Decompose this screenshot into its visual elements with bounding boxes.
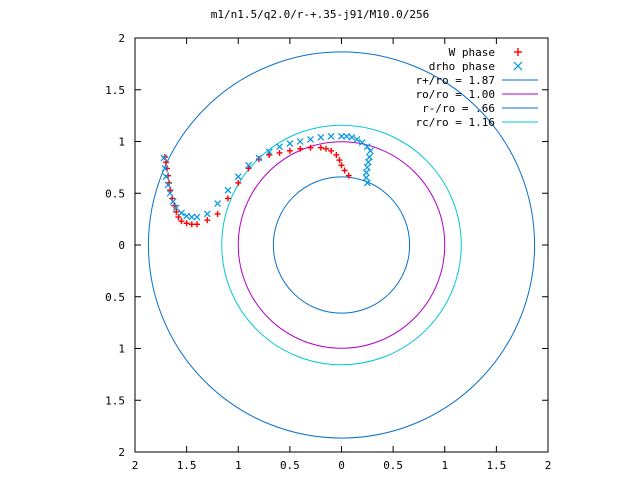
- w-phase-point: [173, 208, 180, 215]
- w-phase-point: [297, 145, 304, 152]
- w-phase-point: [178, 218, 185, 225]
- drho-phase-point: [203, 210, 211, 218]
- circle-ro-ro-1-00: [237, 141, 446, 349]
- w-phase-point: [336, 157, 343, 164]
- chart-title: m1/n1.5/q2.0/r-+.35-j91/M10.0/256: [210, 8, 430, 21]
- circle-r-ro-1-87: [147, 51, 536, 439]
- drho-phase-point: [161, 164, 169, 172]
- w-phase-point: [286, 147, 293, 154]
- w-phase-point: [204, 217, 211, 224]
- y-tick-label: 2: [118, 32, 125, 45]
- drho-phase-point: [255, 154, 263, 162]
- w-phase-point: [255, 156, 262, 163]
- drho-phase-point: [172, 204, 180, 212]
- drho-phase-point: [188, 213, 196, 221]
- drho-phase-point: [366, 147, 374, 155]
- w-phase-point: [167, 187, 174, 194]
- w-phase-point: [333, 151, 340, 158]
- drho-phase-point: [234, 173, 242, 181]
- drho-phase-point: [276, 143, 283, 151]
- drho-phase-point: [245, 161, 252, 169]
- w-phase-point: [338, 162, 345, 169]
- y-tick-label: 1: [118, 136, 125, 149]
- drho-phase-point: [343, 132, 351, 140]
- drho-phase-point: [363, 143, 371, 151]
- w-phase-point: [193, 221, 200, 228]
- drho-phase-point: [265, 148, 273, 156]
- x-tick-label: 1.5: [486, 459, 506, 472]
- drho-phase-point: [362, 169, 370, 176]
- w-phase-point: [214, 210, 221, 217]
- legend-label: W phase: [449, 46, 495, 59]
- y-tick-label: 2: [118, 446, 125, 459]
- drho-phase-point: [362, 174, 370, 182]
- x-tick-label: 1: [235, 459, 242, 472]
- drho-phase-point: [363, 179, 371, 187]
- w-phase-point: [165, 172, 172, 179]
- y-tick-label: 0: [118, 239, 125, 252]
- legend-label: rc/ro = 1.16: [416, 116, 495, 129]
- legend-label: ro/ro = 1.00: [416, 88, 495, 101]
- y-tick-label: 1.5: [105, 84, 125, 97]
- w-phase-point: [307, 144, 314, 151]
- w-phase-point: [166, 179, 173, 186]
- drho-phase-point: [296, 138, 304, 145]
- drho-phase-point: [307, 136, 314, 143]
- legend-marker-x: [513, 61, 523, 71]
- w-phase-point: [266, 151, 273, 158]
- drho-phase-point: [162, 173, 170, 181]
- w-phase-point: [328, 147, 335, 154]
- legend-label: r+/ro = 1.87: [416, 74, 495, 87]
- drho-phase-point: [365, 153, 373, 161]
- w-phase-point: [183, 220, 190, 227]
- drho-phase-point: [353, 136, 361, 143]
- y-tick-label: 0.5: [105, 291, 125, 304]
- x-tick-label: 1: [441, 459, 448, 472]
- x-tick-label: 0.5: [383, 459, 403, 472]
- drho-phase-point: [327, 132, 335, 140]
- drho-phase-point: [169, 198, 177, 205]
- legend-label: r-/ro = .66: [422, 102, 495, 115]
- drho-phase-point: [160, 154, 168, 162]
- drho-phase-point: [348, 133, 356, 141]
- legend-label: drho phase: [429, 60, 495, 73]
- x-tick-label: 0.5: [280, 459, 300, 472]
- w-phase-point: [341, 167, 348, 174]
- x-tick-label: 1.5: [177, 459, 197, 472]
- w-phase-point: [276, 149, 283, 156]
- w-phase-point: [224, 195, 231, 202]
- x-tick-label: 2: [545, 459, 552, 472]
- drho-phase-point: [178, 209, 185, 217]
- drho-phase-point: [183, 212, 191, 220]
- drho-phase-point: [214, 200, 222, 208]
- w-phase-point: [317, 144, 324, 151]
- circle-rc-ro-1-16: [221, 124, 462, 366]
- w-phase-point: [345, 172, 352, 179]
- w-phase-point: [323, 145, 330, 152]
- drho-phase-point: [286, 140, 294, 147]
- y-tick-label: 1.5: [105, 394, 125, 407]
- y-tick-label: 1: [118, 343, 125, 356]
- w-phase-point: [245, 165, 252, 172]
- drho-phase-point: [358, 139, 366, 146]
- drho-phase-point: [364, 158, 372, 166]
- drho-phase-point: [166, 189, 174, 197]
- circle-r-ro-66: [272, 176, 411, 314]
- drho-phase-point: [164, 181, 172, 189]
- x-tick-label: 2: [132, 459, 139, 472]
- drho-phase-point: [224, 186, 232, 194]
- drho-phase-point: [193, 213, 201, 221]
- drho-phase-point: [338, 132, 345, 140]
- w-phase-point: [175, 214, 182, 221]
- w-phase-point: [188, 221, 195, 228]
- x-tick-label: 0: [338, 459, 345, 472]
- w-phase-point: [235, 179, 242, 186]
- drho-phase-point: [363, 163, 371, 171]
- y-tick-label: 0.5: [105, 187, 125, 200]
- drho-phase-point: [317, 133, 325, 141]
